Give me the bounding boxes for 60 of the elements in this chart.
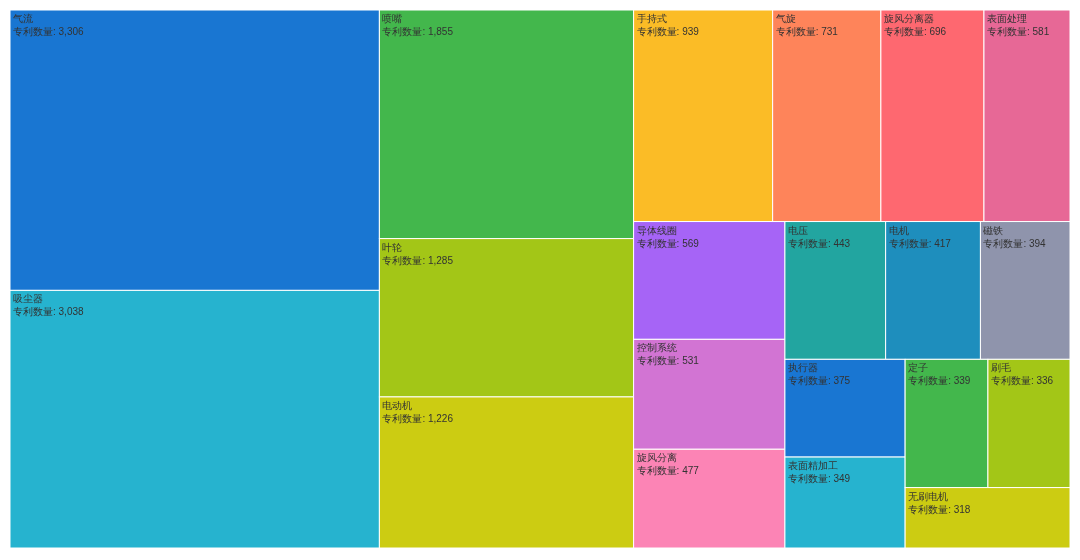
text: 专利数量: — [888, 237, 932, 249]
data-label: 375 — [833, 375, 851, 387]
category-label: 表面处理 — [986, 13, 1027, 24]
category-label: 旋风分离器 — [883, 13, 934, 24]
text: 专利数量: — [636, 237, 680, 249]
text: 专利数量: — [382, 26, 426, 37]
category-label: 气流 — [13, 13, 33, 24]
text: 专利数量: — [636, 355, 680, 367]
text: 专利数量: — [986, 26, 1030, 37]
data-label: 417 — [934, 237, 951, 249]
text: 专利数量: — [787, 237, 831, 249]
category-label: 吸尘器 — [13, 293, 43, 305]
data-label: 1,226 — [427, 412, 453, 424]
category-label: 电压 — [787, 224, 808, 236]
category-label: 旋风分离 — [636, 452, 677, 464]
text: 专利数量: — [13, 306, 56, 318]
category-label: 刷毛 — [990, 362, 1011, 374]
data-label: 939 — [682, 26, 699, 37]
category-label: 控制系统 — [636, 342, 677, 354]
text: 专利数量: — [883, 26, 927, 37]
category-label: 喷嘴 — [382, 13, 403, 24]
category-label: 电机 — [888, 224, 909, 236]
text: 专利数量: — [636, 26, 680, 37]
data-label: 336 — [1036, 375, 1054, 387]
data-label: 1,855 — [427, 26, 453, 37]
data-label: 349 — [833, 473, 851, 485]
text: 专利数量: — [983, 237, 1027, 249]
text: 专利数量: — [382, 254, 426, 266]
data-label: 477 — [682, 465, 699, 477]
data-label: 394 — [1028, 237, 1046, 249]
data-label: 3,038 — [58, 306, 84, 318]
data-label: 443 — [833, 237, 851, 249]
text: 专利数量: — [382, 412, 426, 424]
category-label: 气旋 — [775, 13, 796, 24]
data-label: 569 — [682, 237, 699, 249]
data-label: 1,285 — [427, 254, 453, 266]
text: 专利数量: — [775, 26, 819, 37]
text: 专利数量: — [13, 26, 56, 37]
category-label: 导体线圈 — [636, 224, 677, 236]
data-label: 3,306 — [58, 26, 84, 37]
category-label: 磁铁 — [982, 224, 1004, 236]
text: 专利数量: — [636, 465, 680, 477]
data-label: 581 — [1032, 26, 1050, 37]
category-label: 叶轮 — [382, 241, 403, 253]
text: 专利数量: — [787, 375, 831, 387]
text: 专利数量: — [908, 503, 951, 515]
data-label: 696 — [929, 26, 947, 37]
data-label: 531 — [682, 355, 699, 367]
category-label: 定子 — [908, 362, 929, 374]
data-label: 731 — [821, 26, 838, 37]
data-label: 339 — [953, 375, 971, 387]
data-label: 318 — [953, 503, 971, 515]
category-label: 无刷电机 — [908, 490, 949, 502]
text: 专利数量: — [787, 473, 831, 485]
text: 专利数量: — [990, 375, 1034, 387]
text: 专利数量: — [908, 375, 951, 387]
category-label: 执行器 — [787, 362, 818, 374]
category-label: 表面精加工 — [787, 460, 838, 472]
category-label: 手持式 — [636, 13, 667, 24]
category-label: 电动机 — [382, 399, 413, 411]
